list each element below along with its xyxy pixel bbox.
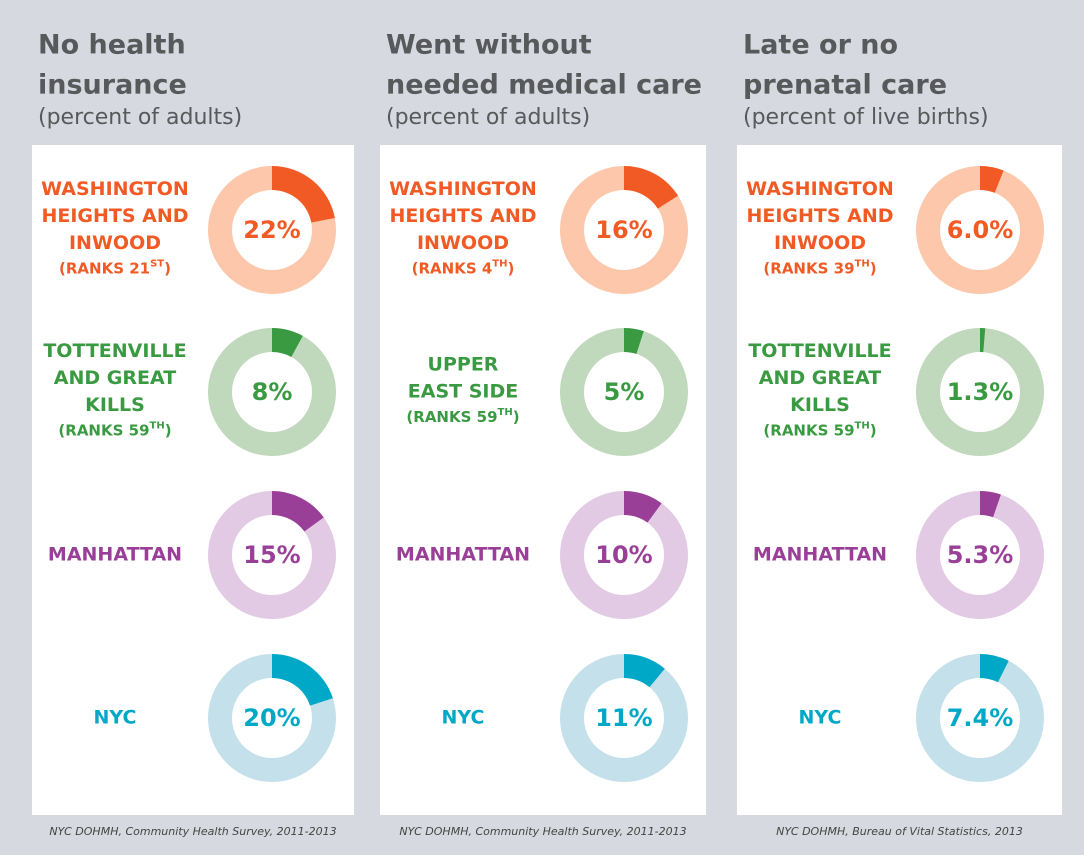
rank-suffix: ST	[150, 259, 164, 270]
rank-text: (RANKS 39	[763, 259, 854, 277]
panel-title: needed medical care	[386, 70, 702, 101]
donut-segment	[624, 328, 644, 354]
category-label: HEIGHTS AND	[746, 205, 893, 227]
category-label: KILLS	[790, 394, 850, 416]
rank-close: )	[164, 259, 171, 277]
donut-segment	[980, 166, 1004, 193]
category-label: KILLS	[85, 394, 145, 416]
category-label: INWOOD	[417, 232, 509, 254]
value-label: 1.3%	[947, 378, 1014, 406]
panel-title: Went without	[386, 30, 592, 61]
category-label: EAST SIDE	[408, 381, 518, 403]
panel	[380, 145, 706, 815]
rank-text: (RANKS 59	[406, 408, 497, 426]
donut-segment	[272, 491, 324, 532]
category-label: MANHATTAN	[48, 544, 182, 566]
category-label: UPPER	[428, 354, 499, 376]
donut-segment	[624, 654, 665, 688]
donut-segment	[624, 166, 679, 209]
value-label: 22%	[243, 216, 300, 244]
rank-suffix: TH	[855, 259, 870, 270]
value-label: 15%	[243, 541, 300, 569]
rank-close: )	[508, 259, 515, 277]
panel-subtitle: (percent of adults)	[386, 105, 590, 130]
category-label: INWOOD	[69, 232, 161, 254]
donut-segment	[980, 327, 986, 353]
category-label: TOTTENVILLE	[748, 340, 891, 362]
rank-label: (RANKS 59TH)	[763, 421, 876, 440]
rank-label: (RANKS 59TH)	[58, 421, 171, 440]
rank-close: )	[870, 421, 877, 439]
panel-title: Late or no	[743, 30, 898, 61]
value-label: 16%	[595, 216, 652, 244]
rank-close: )	[870, 259, 877, 277]
category-label: WASHINGTON	[389, 178, 537, 200]
donut-segment	[272, 328, 303, 357]
source-note: NYC DOHMH, Bureau of Vital Statistics, 2…	[776, 825, 1023, 838]
rank-suffix: TH	[855, 421, 870, 432]
category-label: NYC	[94, 707, 137, 729]
rank-text: (RANKS 21	[59, 259, 150, 277]
category-label: AND GREAT	[54, 367, 176, 389]
donut-segment	[980, 491, 1001, 518]
rank-text: (RANKS 59	[763, 421, 854, 439]
panel-subtitle: (percent of live births)	[743, 105, 989, 130]
value-label: 10%	[595, 541, 652, 569]
category-label: MANHATTAN	[753, 544, 887, 566]
value-label: 6.0%	[947, 216, 1014, 244]
donut-segment	[272, 654, 333, 706]
category-label: WASHINGTON	[746, 178, 894, 200]
value-label: 20%	[243, 704, 300, 732]
category-label: INWOOD	[774, 232, 866, 254]
panel	[32, 145, 354, 815]
category-label: MANHATTAN	[396, 544, 530, 566]
panel-title: prenatal care	[743, 70, 947, 101]
rank-close: )	[513, 408, 520, 426]
category-label: NYC	[442, 707, 485, 729]
panel-title: No health	[38, 30, 186, 61]
value-label: 11%	[595, 704, 652, 732]
category-label: HEIGHTS AND	[41, 205, 188, 227]
donut-segment	[624, 491, 662, 523]
rank-label: (RANKS 39TH)	[763, 259, 876, 278]
rank-suffix: TH	[492, 259, 507, 270]
category-label: AND GREAT	[759, 367, 881, 389]
rank-label: (RANKS 21ST)	[59, 259, 171, 278]
rank-suffix: TH	[150, 421, 165, 432]
category-label: HEIGHTS AND	[389, 205, 536, 227]
value-label: 5%	[604, 378, 645, 406]
panel	[737, 145, 1062, 815]
rank-text: (RANKS 59	[58, 421, 149, 439]
value-label: 5.3%	[947, 541, 1014, 569]
rank-label: (RANKS 59TH)	[406, 407, 519, 426]
source-note: NYC DOHMH, Community Health Survey, 2011…	[399, 825, 686, 838]
rank-close: )	[165, 421, 172, 439]
value-label: 8%	[252, 378, 293, 406]
category-label: NYC	[799, 707, 842, 729]
donut-segment	[272, 166, 335, 223]
panel-title: insurance	[38, 70, 187, 101]
value-label: 7.4%	[947, 704, 1014, 732]
source-note: NYC DOHMH, Community Health Survey, 2011…	[49, 825, 336, 838]
rank-label: (RANKS 4TH)	[412, 259, 515, 278]
rank-text: (RANKS 4	[412, 259, 493, 277]
donut-segment	[980, 654, 1009, 683]
category-label: TOTTENVILLE	[43, 340, 186, 362]
rank-suffix: TH	[498, 407, 513, 418]
category-label: WASHINGTON	[41, 178, 189, 200]
panel-subtitle: (percent of adults)	[38, 105, 242, 130]
